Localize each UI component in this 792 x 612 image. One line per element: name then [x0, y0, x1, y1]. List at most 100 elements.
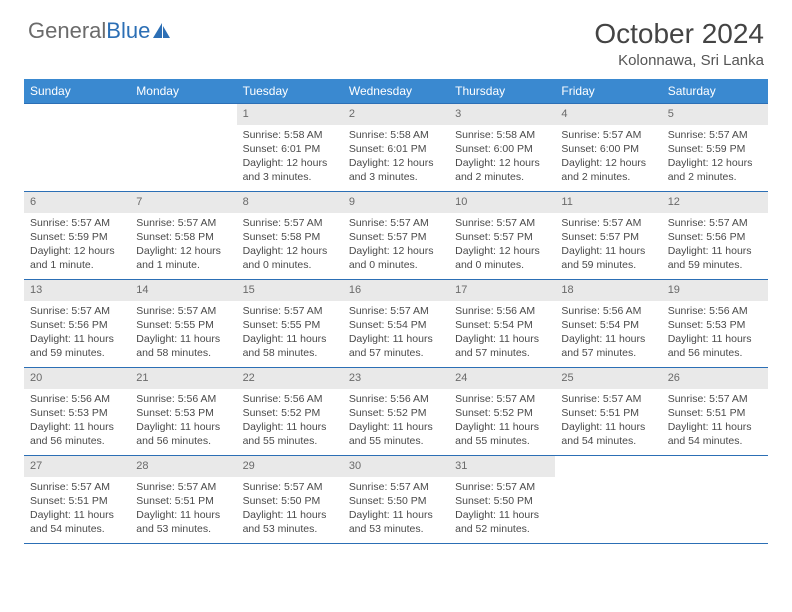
- sunrise-text: Sunrise: 5:57 AM: [668, 216, 762, 230]
- day-details: Sunrise: 5:56 AMSunset: 5:54 PMDaylight:…: [449, 301, 555, 365]
- calendar-cell: 24Sunrise: 5:57 AMSunset: 5:52 PMDayligh…: [449, 368, 555, 456]
- daylight-text: Daylight: 11 hours and 57 minutes.: [561, 332, 655, 360]
- day-details: Sunrise: 5:57 AMSunset: 5:56 PMDaylight:…: [24, 301, 130, 365]
- daylight-text: Daylight: 12 hours and 0 minutes.: [455, 244, 549, 272]
- day-number: 1: [237, 104, 343, 125]
- calendar-row: 1Sunrise: 5:58 AMSunset: 6:01 PMDaylight…: [24, 104, 768, 192]
- weekday-header: Thursday: [449, 79, 555, 104]
- sunrise-text: Sunrise: 5:56 AM: [561, 304, 655, 318]
- day-number: 28: [130, 456, 236, 477]
- sunrise-text: Sunrise: 5:57 AM: [30, 480, 124, 494]
- daylight-text: Daylight: 11 hours and 58 minutes.: [136, 332, 230, 360]
- day-number: 3: [449, 104, 555, 125]
- day-details: Sunrise: 5:57 AMSunset: 5:50 PMDaylight:…: [343, 477, 449, 541]
- day-details: Sunrise: 5:57 AMSunset: 5:58 PMDaylight:…: [130, 213, 236, 277]
- sunrise-text: Sunrise: 5:57 AM: [30, 216, 124, 230]
- sunset-text: Sunset: 5:53 PM: [30, 406, 124, 420]
- daylight-text: Daylight: 11 hours and 56 minutes.: [136, 420, 230, 448]
- day-number: 21: [130, 368, 236, 389]
- calendar-cell: 8Sunrise: 5:57 AMSunset: 5:58 PMDaylight…: [237, 192, 343, 280]
- sunset-text: Sunset: 5:56 PM: [668, 230, 762, 244]
- day-number: 4: [555, 104, 661, 125]
- day-number: 24: [449, 368, 555, 389]
- calendar-cell: 10Sunrise: 5:57 AMSunset: 5:57 PMDayligh…: [449, 192, 555, 280]
- calendar-cell: 18Sunrise: 5:56 AMSunset: 5:54 PMDayligh…: [555, 280, 661, 368]
- weekday-header-row: Sunday Monday Tuesday Wednesday Thursday…: [24, 79, 768, 104]
- calendar-cell: [24, 104, 130, 192]
- sunset-text: Sunset: 5:57 PM: [455, 230, 549, 244]
- sunrise-text: Sunrise: 5:56 AM: [243, 392, 337, 406]
- day-details: Sunrise: 5:57 AMSunset: 5:55 PMDaylight:…: [130, 301, 236, 365]
- day-details: Sunrise: 5:57 AMSunset: 5:51 PMDaylight:…: [130, 477, 236, 541]
- sunset-text: Sunset: 5:53 PM: [136, 406, 230, 420]
- day-number: 12: [662, 192, 768, 213]
- sunset-text: Sunset: 5:51 PM: [136, 494, 230, 508]
- day-number: 23: [343, 368, 449, 389]
- sunset-text: Sunset: 5:57 PM: [561, 230, 655, 244]
- calendar-cell: 14Sunrise: 5:57 AMSunset: 5:55 PMDayligh…: [130, 280, 236, 368]
- sunset-text: Sunset: 5:52 PM: [349, 406, 443, 420]
- day-details: Sunrise: 5:58 AMSunset: 6:00 PMDaylight:…: [449, 125, 555, 189]
- sunrise-text: Sunrise: 5:57 AM: [668, 128, 762, 142]
- sunrise-text: Sunrise: 5:56 AM: [30, 392, 124, 406]
- sunset-text: Sunset: 5:54 PM: [349, 318, 443, 332]
- title-block: October 2024 Kolonnawa, Sri Lanka: [594, 18, 764, 69]
- daylight-text: Daylight: 11 hours and 53 minutes.: [349, 508, 443, 536]
- sunset-text: Sunset: 5:54 PM: [455, 318, 549, 332]
- sunrise-text: Sunrise: 5:57 AM: [349, 480, 443, 494]
- sunrise-text: Sunrise: 5:56 AM: [455, 304, 549, 318]
- day-details: Sunrise: 5:57 AMSunset: 5:51 PMDaylight:…: [24, 477, 130, 541]
- day-details: Sunrise: 5:58 AMSunset: 6:01 PMDaylight:…: [343, 125, 449, 189]
- daylight-text: Daylight: 11 hours and 53 minutes.: [243, 508, 337, 536]
- day-number: 20: [24, 368, 130, 389]
- calendar-cell: 27Sunrise: 5:57 AMSunset: 5:51 PMDayligh…: [24, 456, 130, 544]
- daylight-text: Daylight: 11 hours and 57 minutes.: [349, 332, 443, 360]
- sunrise-text: Sunrise: 5:57 AM: [455, 480, 549, 494]
- day-number: 19: [662, 280, 768, 301]
- sunset-text: Sunset: 6:01 PM: [243, 142, 337, 156]
- day-details: Sunrise: 5:57 AMSunset: 5:59 PMDaylight:…: [24, 213, 130, 277]
- sunrise-text: Sunrise: 5:57 AM: [243, 304, 337, 318]
- sunrise-text: Sunrise: 5:56 AM: [349, 392, 443, 406]
- day-number: 22: [237, 368, 343, 389]
- daylight-text: Daylight: 12 hours and 2 minutes.: [668, 156, 762, 184]
- calendar-cell: 4Sunrise: 5:57 AMSunset: 6:00 PMDaylight…: [555, 104, 661, 192]
- day-details: Sunrise: 5:56 AMSunset: 5:53 PMDaylight:…: [662, 301, 768, 365]
- header: General Blue October 2024 Kolonnawa, Sri…: [0, 0, 792, 75]
- day-details: Sunrise: 5:57 AMSunset: 5:58 PMDaylight:…: [237, 213, 343, 277]
- sunset-text: Sunset: 5:56 PM: [30, 318, 124, 332]
- daylight-text: Daylight: 11 hours and 55 minutes.: [349, 420, 443, 448]
- calendar-cell: 16Sunrise: 5:57 AMSunset: 5:54 PMDayligh…: [343, 280, 449, 368]
- sunrise-text: Sunrise: 5:58 AM: [455, 128, 549, 142]
- sunrise-text: Sunrise: 5:57 AM: [243, 480, 337, 494]
- sunrise-text: Sunrise: 5:56 AM: [136, 392, 230, 406]
- daylight-text: Daylight: 11 hours and 56 minutes.: [30, 420, 124, 448]
- sunrise-text: Sunrise: 5:57 AM: [561, 216, 655, 230]
- day-details: Sunrise: 5:57 AMSunset: 5:55 PMDaylight:…: [237, 301, 343, 365]
- daylight-text: Daylight: 11 hours and 59 minutes.: [30, 332, 124, 360]
- daylight-text: Daylight: 12 hours and 0 minutes.: [243, 244, 337, 272]
- calendar-row: 27Sunrise: 5:57 AMSunset: 5:51 PMDayligh…: [24, 456, 768, 544]
- calendar-cell: 21 Sunrise: 5:56 AMSunset: 5:53 PMDayligh…: [130, 368, 236, 456]
- sunset-text: Sunset: 5:51 PM: [561, 406, 655, 420]
- day-number: 11: [555, 192, 661, 213]
- calendar-cell: 1Sunrise: 5:58 AMSunset: 6:01 PMDaylight…: [237, 104, 343, 192]
- day-number: 26: [662, 368, 768, 389]
- day-number: [24, 104, 130, 110]
- day-details: Sunrise: 5:56 AMSunset: 5:52 PMDaylight:…: [237, 389, 343, 453]
- sunrise-text: Sunrise: 5:57 AM: [455, 392, 549, 406]
- calendar-cell: 3Sunrise: 5:58 AMSunset: 6:00 PMDaylight…: [449, 104, 555, 192]
- sunset-text: Sunset: 5:50 PM: [349, 494, 443, 508]
- sunrise-text: Sunrise: 5:57 AM: [136, 304, 230, 318]
- sunrise-text: Sunrise: 5:58 AM: [349, 128, 443, 142]
- day-details: Sunrise: 5:57 AMSunset: 5:57 PMDaylight:…: [343, 213, 449, 277]
- daylight-text: Daylight: 11 hours and 54 minutes.: [30, 508, 124, 536]
- daylight-text: Daylight: 11 hours and 59 minutes.: [561, 244, 655, 272]
- sunrise-text: Sunrise: 5:57 AM: [243, 216, 337, 230]
- day-details: Sunrise: 5:56 AMSunset: 5:53 PMDaylight:…: [24, 389, 130, 453]
- calendar-cell: [130, 104, 236, 192]
- weekday-header: Tuesday: [237, 79, 343, 104]
- sunset-text: Sunset: 5:53 PM: [668, 318, 762, 332]
- sunset-text: Sunset: 5:59 PM: [668, 142, 762, 156]
- calendar-row: 20Sunrise: 5:56 AMSunset: 5:53 PMDayligh…: [24, 368, 768, 456]
